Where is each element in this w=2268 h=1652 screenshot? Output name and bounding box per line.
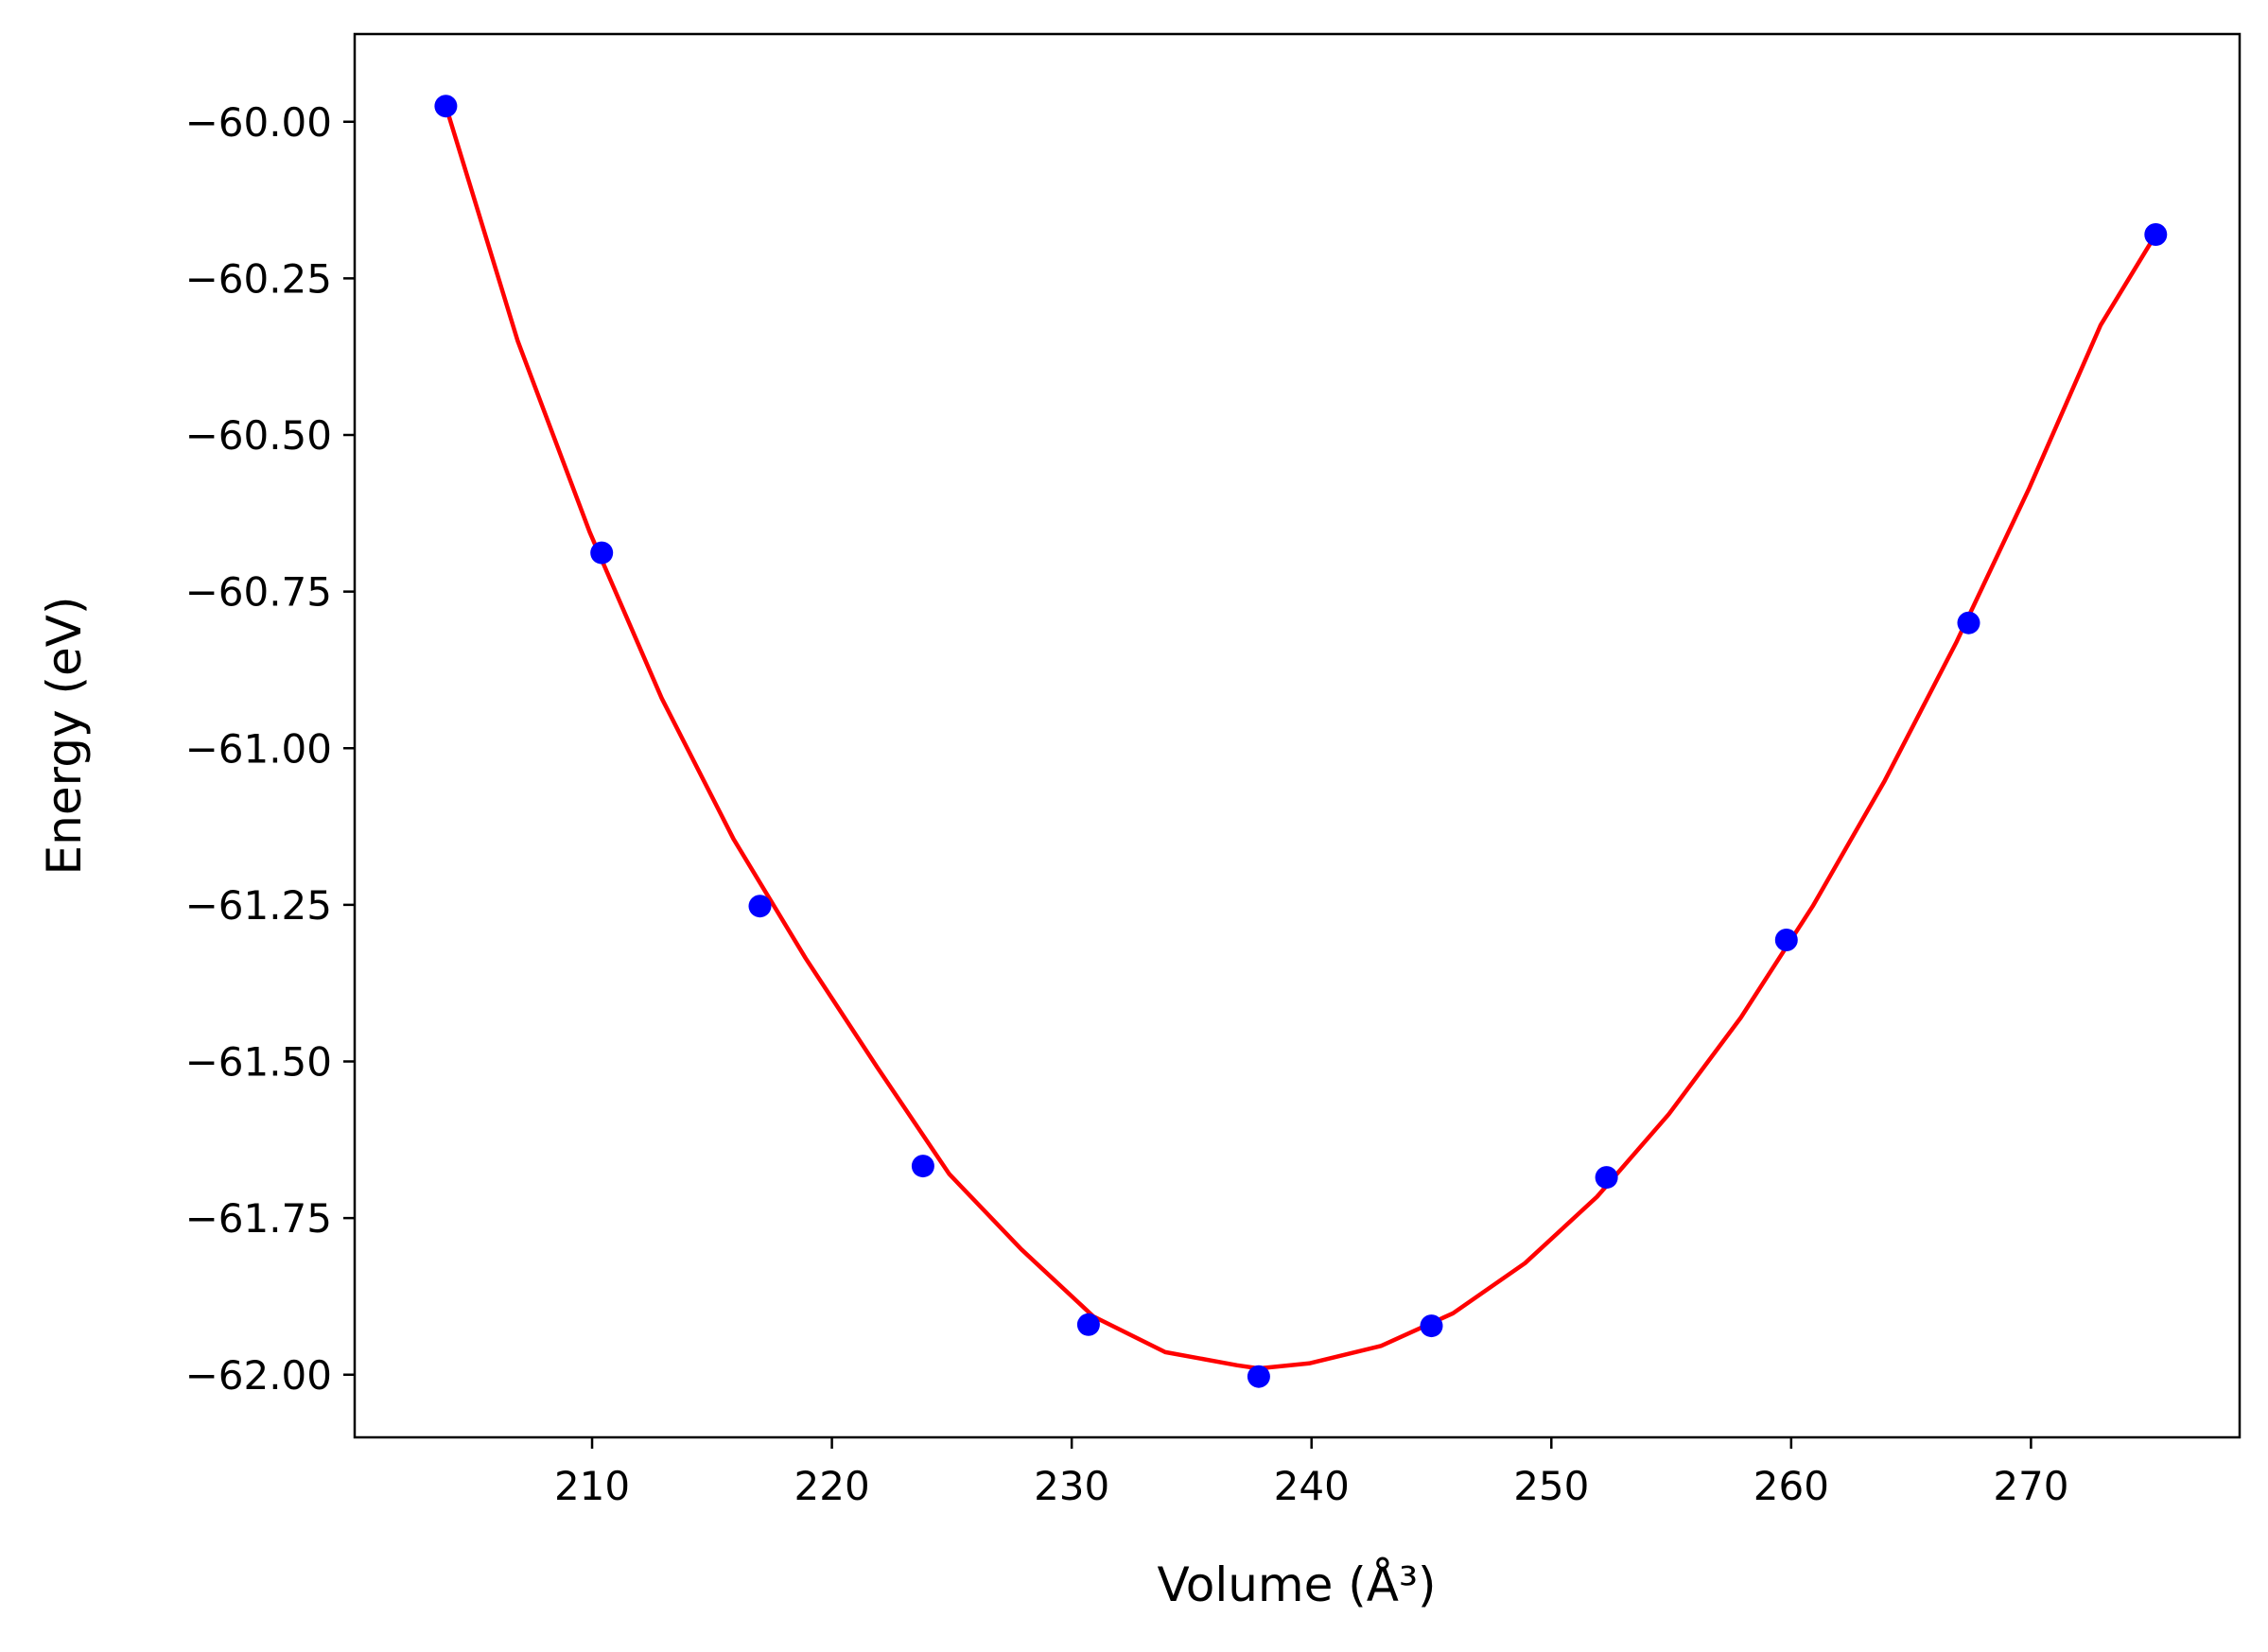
- y-axis-ticks: −60.00 −60.25 −60.50 −60.75 −61.00 −61.25 −61.…: [185, 99, 355, 1399]
- y-tick-label: −60.50: [185, 412, 332, 459]
- series-lines: [444, 103, 2158, 1371]
- x-axis-label: Volume (Å³): [1157, 1557, 1436, 1612]
- x-tick-label: 210: [554, 1463, 630, 1509]
- data-point-7: [1420, 1314, 1443, 1338]
- data-point-11: [2144, 223, 2168, 246]
- data-point-4: [911, 1155, 934, 1178]
- data-point-2: [590, 541, 614, 565]
- data-point-10: [1957, 611, 1980, 635]
- x-tick-label: 240: [1274, 1463, 1350, 1509]
- x-tick-label: 260: [1753, 1463, 1829, 1509]
- y-tick-label: −60.75: [185, 569, 332, 616]
- data-point-9: [1774, 929, 1798, 951]
- data-point-8: [1595, 1166, 1618, 1190]
- x-axis-ticks: 210 220 230 240 250 260 270: [554, 1437, 2068, 1509]
- y-tick-label: −61.75: [185, 1195, 332, 1242]
- data-point-6: [1247, 1365, 1270, 1388]
- fit-curve-line: [444, 103, 2158, 1371]
- y-tick-label: −61.25: [185, 882, 332, 929]
- plot-frame: [353, 32, 2242, 1439]
- x-tick-label: 230: [1034, 1463, 1109, 1509]
- x-tick-label: 220: [794, 1463, 870, 1509]
- y-tick-label: −61.50: [185, 1039, 332, 1086]
- y-axis-label: Energy (eV): [37, 597, 92, 876]
- x-tick-label: 270: [1993, 1463, 2068, 1509]
- data-point-3: [748, 895, 772, 918]
- plot-area: [355, 34, 2240, 1437]
- y-tick-label: −62.00: [185, 1352, 332, 1399]
- data-point-5: [1076, 1313, 1100, 1336]
- y-tick-label: −61.00: [185, 725, 332, 772]
- y-tick-label: −60.25: [185, 255, 332, 302]
- x-tick-label: 250: [1513, 1463, 1589, 1509]
- y-tick-label: −60.00: [185, 99, 332, 146]
- data-point-1: [434, 95, 458, 118]
- data-points: [434, 95, 2168, 1388]
